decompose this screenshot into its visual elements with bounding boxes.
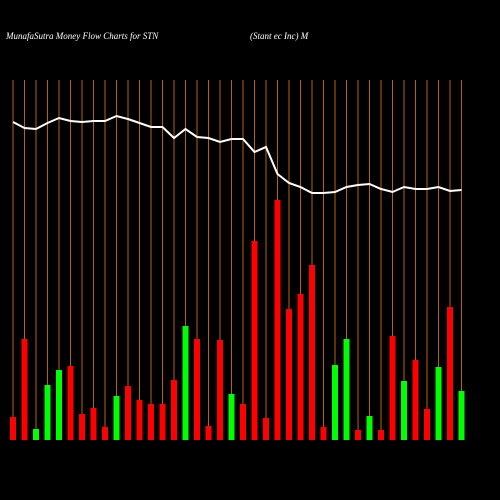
bar <box>217 340 223 440</box>
bar <box>447 307 453 440</box>
bar <box>113 396 120 440</box>
bar <box>458 391 465 440</box>
bar <box>412 360 419 440</box>
bar <box>159 404 166 440</box>
money-flow-line <box>12 114 462 194</box>
bar <box>182 326 189 440</box>
bar <box>332 365 338 440</box>
bar <box>171 380 177 440</box>
bar <box>10 417 16 440</box>
bar <box>33 429 39 440</box>
bar <box>309 265 315 440</box>
bar <box>136 400 143 440</box>
bar <box>148 404 154 440</box>
bar <box>401 381 407 440</box>
bar <box>194 339 200 440</box>
chart-subtitle: (Stant ec Inc) M <box>250 31 309 41</box>
bar <box>343 339 350 440</box>
bar <box>90 408 97 440</box>
bar <box>251 241 258 440</box>
bar <box>297 294 304 440</box>
bar <box>205 426 212 440</box>
bar <box>355 430 361 440</box>
bar <box>263 418 269 440</box>
bar <box>56 370 62 440</box>
bar <box>378 430 384 440</box>
bar <box>228 394 235 440</box>
bar <box>424 409 430 440</box>
bar <box>286 309 292 440</box>
bar <box>240 404 246 440</box>
bar <box>44 385 51 440</box>
bar <box>320 427 327 440</box>
bar <box>79 414 85 440</box>
bar <box>366 416 373 440</box>
bar <box>435 367 442 440</box>
bar <box>67 366 74 440</box>
bar <box>389 336 396 440</box>
bar <box>21 339 28 440</box>
bar <box>102 427 108 440</box>
bar <box>125 386 131 440</box>
bar <box>274 200 281 440</box>
chart-title: MunafaSutra Money Flow Charts for STN <box>5 31 159 41</box>
